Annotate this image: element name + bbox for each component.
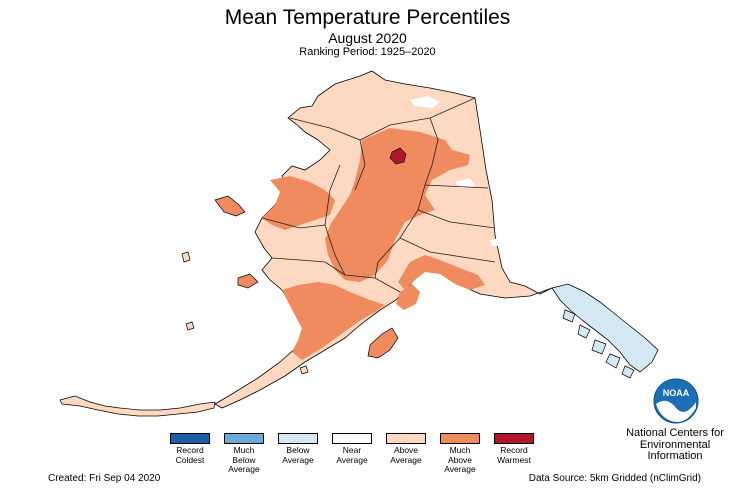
legend-label: Below Average [282,445,314,465]
record-warmest-spot [389,147,407,165]
legend-swatch [332,433,372,444]
legend-label: Above Average [390,445,422,465]
map-subtitle: August 2020 [328,30,407,46]
noaa-logo-text: NOAA [663,388,690,398]
near-average-north [410,96,440,108]
st-matthew-island [181,251,191,263]
kodiak-island [367,327,399,359]
legend-item: Record Coldest [170,433,210,475]
much-above-interior [325,128,470,282]
near-average-east [455,178,475,188]
legend-item: Record Warmest [494,433,534,475]
legend-swatch [224,433,264,444]
legend-item: Much Above Average [440,433,480,475]
much-above-southcentral [398,255,485,290]
legend-item: Above Average [386,433,426,475]
legend-label: Record Coldest [175,445,205,465]
legend-item: Below Average [278,433,318,475]
much-above-southwest [282,282,385,360]
legend-item: Near Average [332,433,372,475]
ranking-period: Ranking Period: 1925–2020 [299,46,436,58]
climate-division-lines [261,97,496,293]
legend-label: Near Average [336,445,368,465]
legend-swatch [386,433,426,444]
legend: Record Coldest Much Below Average Below Av… [170,433,534,475]
legend-label: Much Below Average [228,445,260,474]
panhandle-islands [562,309,635,379]
legend-swatch [494,433,534,444]
aleutian-chain [59,395,216,417]
legend-label: Record Warmest [497,445,531,465]
legend-swatch [278,433,318,444]
map-title: Mean Temperature Percentiles [224,6,511,29]
pribilof-island [185,321,195,331]
data-source: Data Source: 5km Gridded (nClimGrid) [528,473,701,484]
legend-label: Much Above Average [444,445,476,474]
st-lawrence-island [214,195,246,217]
much-above-kenai [396,284,420,310]
islands [59,195,399,417]
legend-swatch [170,433,210,444]
created-date: Created: Fri Sep 04 2020 [48,473,161,484]
nunivak-island [237,273,259,289]
aleutian-east [299,365,309,375]
org-name: National Centers for Environmental Infor… [626,427,724,462]
legend-item: Much Below Average [224,433,264,475]
noaa-logo-icon: NOAA [653,378,699,424]
legend-swatch [440,433,480,444]
much-above-west [262,176,335,230]
southeast-panhandle [551,283,659,373]
near-average-southeast [490,238,502,246]
